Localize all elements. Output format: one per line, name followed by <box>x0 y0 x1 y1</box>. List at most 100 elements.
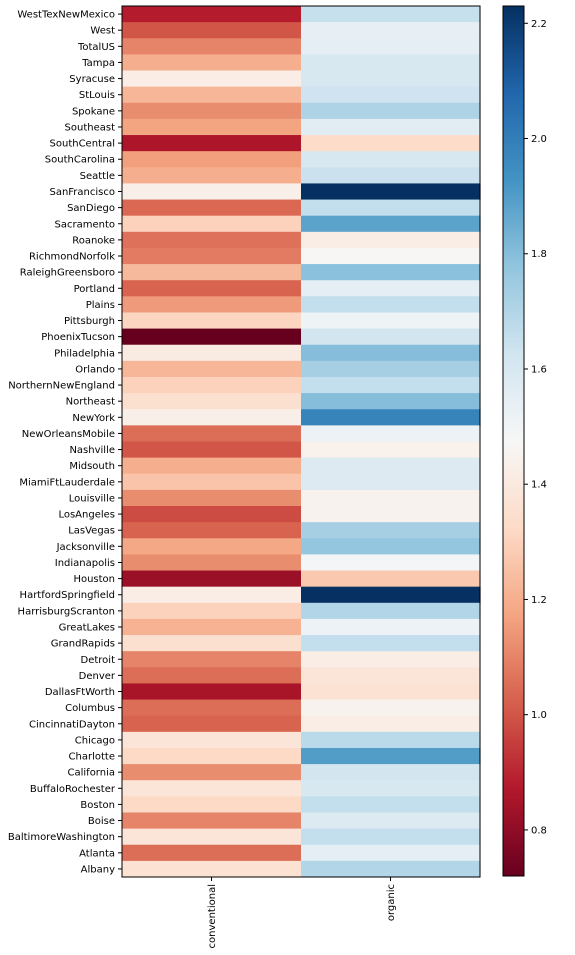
y-tick-label: BuffaloRochester <box>30 784 116 795</box>
heatmap-cell <box>301 651 481 668</box>
y-tick-label: Sacramento <box>55 219 115 230</box>
y-tick-label: LasVegas <box>68 526 115 537</box>
y-tick-label: GrandRapids <box>51 639 115 650</box>
heatmap-cell <box>122 602 302 620</box>
y-tick-label: Northeast <box>66 397 115 408</box>
heatmap-cell <box>122 860 302 878</box>
colorbar-ticks: 0.8 1.0 1.2 1.4 1.6 1.8 2.0 2.2 <box>524 19 547 836</box>
x-tick-label: conventional <box>207 884 218 948</box>
colorbar: 0.8 1.0 1.2 1.4 1.6 1.8 2.0 2.2 <box>502 5 547 877</box>
heatmap-cell <box>122 264 302 281</box>
colorbar-tick-label: 1.4 <box>531 480 547 491</box>
heatmap-cell <box>301 715 481 733</box>
colorbar-tick-label: 1.6 <box>531 364 547 375</box>
y-tick-label: NewYork <box>72 413 115 424</box>
heatmap-cell <box>122 780 302 797</box>
heatmap-cell <box>122 425 302 443</box>
heatmap-cell <box>301 135 481 152</box>
heatmap-cell <box>301 409 481 426</box>
y-tick-label: PhoenixTucson <box>41 332 115 343</box>
x-tick-label: organic <box>386 884 397 921</box>
heatmap-cell <box>122 618 302 636</box>
heatmap-cell <box>301 489 481 507</box>
y-tick-label: NorthernNewEngland <box>8 381 115 392</box>
heatmap-cell <box>122 328 302 346</box>
heatmap-cell <box>122 844 302 862</box>
y-tick-label: California <box>68 768 116 779</box>
y-tick-label: SouthCarolina <box>45 155 115 166</box>
heatmap-cell <box>122 489 302 507</box>
heatmap-cell <box>301 602 481 620</box>
heatmap-cell <box>122 70 302 88</box>
heatmap-cell <box>122 6 302 23</box>
y-tick-label: Spokane <box>72 106 115 117</box>
heatmap-cell <box>122 86 302 104</box>
y-tick-label: Louisville <box>69 493 115 504</box>
heatmap-cell <box>301 70 481 88</box>
heatmap-cell <box>301 393 481 410</box>
heatmap-cell <box>301 296 481 314</box>
heatmap-cell <box>122 812 302 830</box>
y-tick-label: LosAngeles <box>58 510 115 521</box>
heatmap-cell <box>122 538 302 556</box>
x-axis: conventional organic <box>207 877 397 948</box>
heatmap-cell <box>122 199 302 217</box>
y-tick-label: GreatLakes <box>59 622 115 633</box>
colorbar-frame <box>502 5 525 877</box>
heatmap-cell <box>122 764 302 781</box>
y-tick-label: Detroit <box>81 655 116 666</box>
y-tick-label: West <box>90 26 115 37</box>
heatmap-cell <box>301 360 481 378</box>
y-tick-label: Roanoke <box>72 235 115 246</box>
heatmap-cell <box>122 473 302 491</box>
heatmap-cell <box>122 731 302 749</box>
heatmap-cell <box>301 635 481 652</box>
heatmap-cell <box>301 731 481 749</box>
heatmap-cell <box>122 54 302 72</box>
heatmap-cell <box>301 586 481 604</box>
y-tick-label: Orlando <box>75 364 115 375</box>
y-tick-label: Pittsburgh <box>64 316 115 327</box>
heatmap-cell <box>122 167 302 185</box>
y-tick-label: Midsouth <box>69 461 115 472</box>
heatmap-cell <box>122 231 302 249</box>
y-tick-label: RaleighGreensboro <box>20 268 115 279</box>
colorbar-tick-label: 2.0 <box>531 134 547 145</box>
heatmap-cell <box>301 183 481 201</box>
heatmap-cell <box>122 118 302 136</box>
heatmap-cell <box>301 812 481 830</box>
heatmap-cell <box>122 247 302 265</box>
y-tick-label: Seattle <box>80 171 115 182</box>
heatmap-cell <box>122 522 302 539</box>
y-tick-label: WestTexNewMexico <box>17 10 115 21</box>
y-tick-label: Charlotte <box>69 752 115 763</box>
heatmap-cell <box>301 764 481 781</box>
y-tick-label: SouthCentral <box>50 139 115 150</box>
heatmap-cell <box>301 844 481 862</box>
heatmap-cell <box>122 457 302 475</box>
y-tick-label: Syracuse <box>69 74 115 85</box>
y-tick-label: RichmondNorfolk <box>29 252 115 263</box>
heatmap-cell <box>122 715 302 733</box>
heatmap-cell <box>122 280 302 297</box>
y-tick-label: TotalUS <box>77 42 115 53</box>
y-tick-label: NewOrleansMobile <box>22 429 115 440</box>
heatmap-cell <box>301 86 481 104</box>
heatmap-cell <box>122 312 302 330</box>
heatmap-cell <box>301 151 481 168</box>
heatmap-cell <box>122 360 302 378</box>
heatmap-cell <box>301 570 481 588</box>
colorbar-fill <box>503 6 524 876</box>
y-tick-label: BaltimoreWashington <box>8 832 115 843</box>
heatmap-cell <box>122 667 302 685</box>
heatmap-cell <box>301 328 481 346</box>
heatmap-cell <box>301 376 481 394</box>
heatmap-cell <box>301 280 481 297</box>
heatmap-cell <box>301 6 481 23</box>
y-tick-label: Indianapolis <box>55 558 115 569</box>
colorbar-tick-label: 1.0 <box>531 710 547 721</box>
y-tick-label: Tampa <box>81 58 115 69</box>
heatmap-cell <box>301 538 481 556</box>
heatmap-cell <box>122 376 302 394</box>
